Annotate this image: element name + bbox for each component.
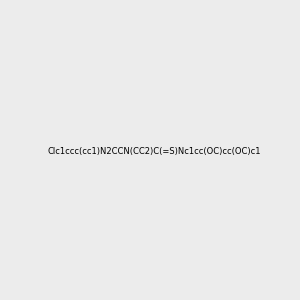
- Text: Clc1ccc(cc1)N2CCN(CC2)C(=S)Nc1cc(OC)cc(OC)c1: Clc1ccc(cc1)N2CCN(CC2)C(=S)Nc1cc(OC)cc(O…: [47, 147, 260, 156]
